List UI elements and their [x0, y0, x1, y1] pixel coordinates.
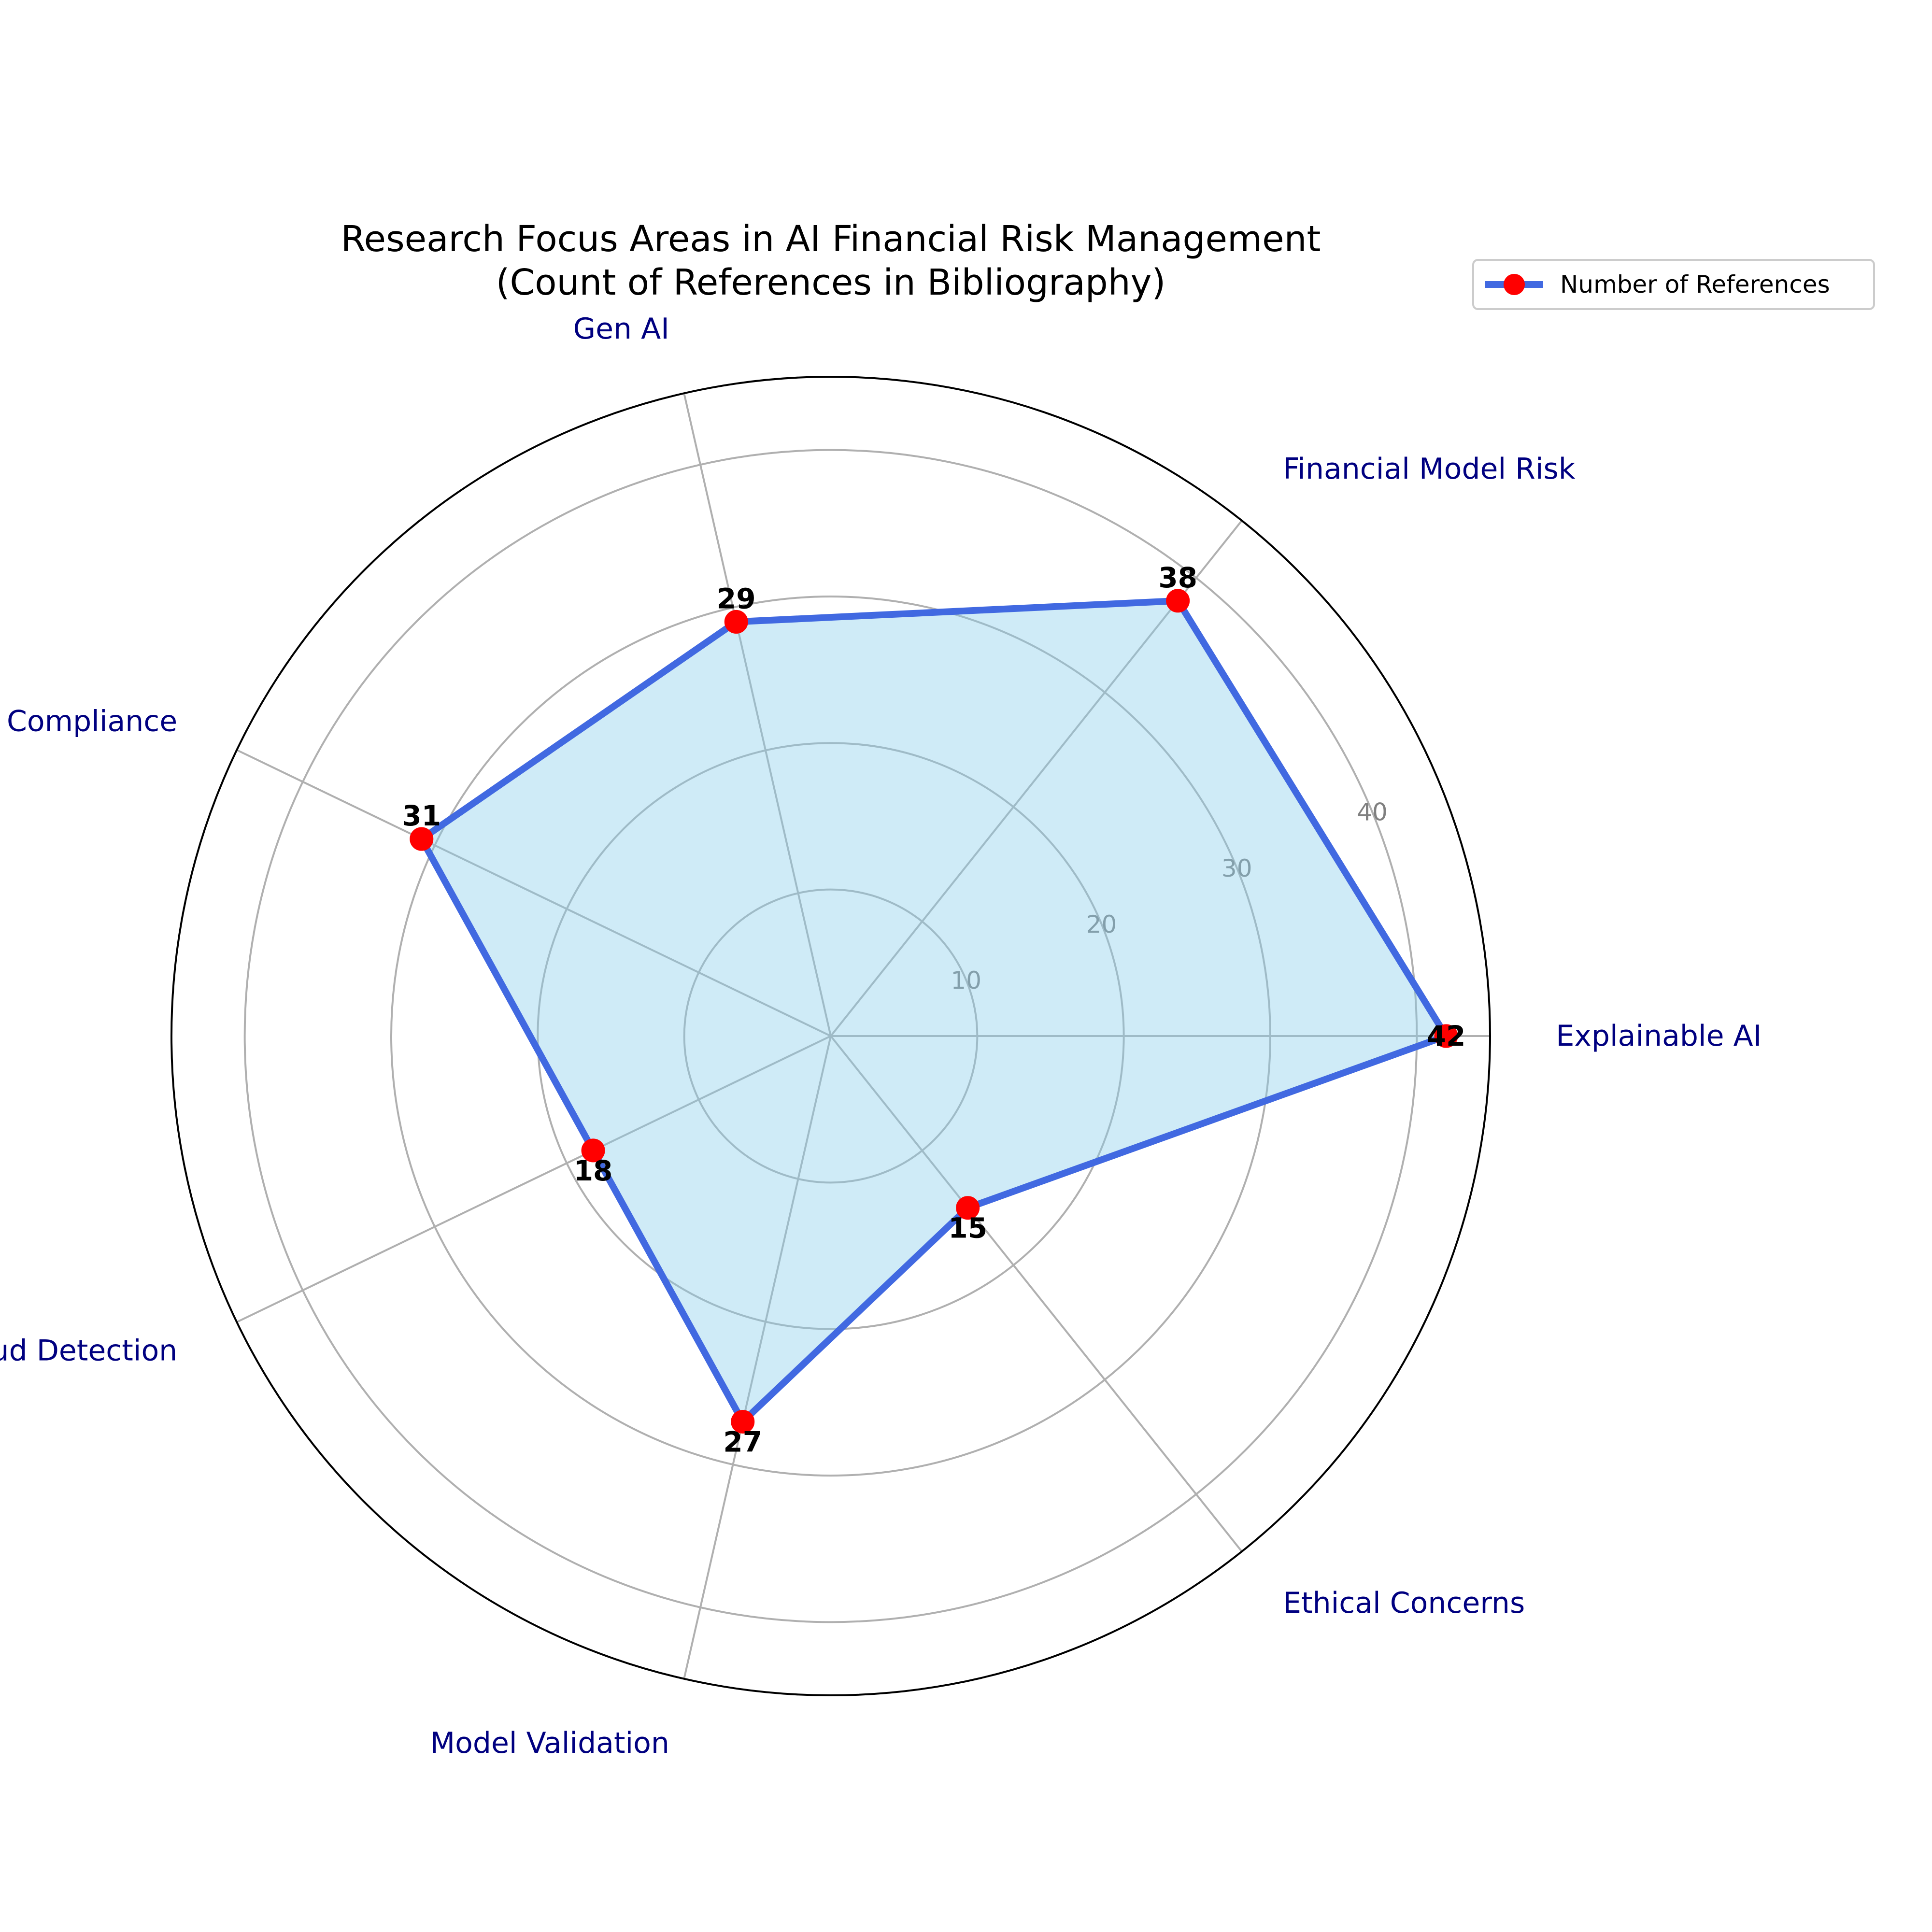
category-label-regulatory-compliance: Regulatory Compliance — [0, 705, 177, 739]
data-point-explainable-ai — [1434, 1024, 1458, 1048]
legend-marker-swatch — [1504, 274, 1525, 295]
data-point-regulatory-compliance — [410, 827, 434, 851]
data-label-regulatory-compliance: 31 — [402, 799, 441, 832]
data-point-model-validation — [731, 1409, 755, 1434]
data-label-gen-ai: 29 — [717, 582, 756, 615]
data-point-ethical-concerns — [956, 1196, 980, 1220]
data-label-model-validation: 27 — [723, 1425, 762, 1458]
data-label-financial-model-risk: 38 — [1158, 561, 1197, 594]
series-area — [421, 600, 1446, 1422]
category-label-explainable-ai: Explainable AI — [1556, 1019, 1762, 1053]
r-tick-label-30: 30 — [1222, 854, 1252, 882]
spoke-ethical-concerns — [830, 1035, 1243, 1552]
spoke-gen-ai — [683, 393, 832, 1037]
spoke-fraud-detection — [236, 1035, 831, 1323]
r-tick-label-10: 10 — [951, 966, 981, 994]
category-label-ethical-concerns: Ethical Concerns — [1283, 1586, 1525, 1620]
r-tick-label-40: 40 — [1357, 798, 1388, 826]
data-point-fraud-detection — [581, 1138, 605, 1163]
spoke-model-validation — [683, 1036, 832, 1679]
category-label-fraud-detection: Fraud Detection — [0, 1334, 177, 1367]
data-label-fraud-detection: 18 — [574, 1154, 613, 1187]
r-tick-label-20: 20 — [1086, 910, 1117, 938]
chart-subtitle: (Count of References in Bibliography) — [496, 262, 1166, 303]
data-label-ethical-concerns: 15 — [948, 1212, 987, 1245]
category-label-financial-model-risk: Financial Model Risk — [1283, 452, 1576, 486]
category-label-gen-ai: Gen AI — [573, 312, 669, 346]
grid-layer: 10 20 30 40 — [170, 376, 1491, 1696]
legend-frame — [1472, 259, 1875, 310]
spoke-regulatory-compliance — [236, 749, 831, 1037]
legend: Number of References — [1472, 259, 1875, 310]
series-line — [418, 597, 1449, 1425]
data-point-financial-model-risk — [1166, 589, 1190, 613]
data-point-gen-ai — [724, 610, 748, 634]
category-label-model-validation: Model Validation — [430, 1726, 669, 1760]
outer-frame — [170, 376, 1491, 1696]
chart-title: Research Focus Areas in AI Financial Ris… — [341, 218, 1321, 260]
series-layer — [410, 589, 1458, 1434]
legend-label: Number of References — [1560, 270, 1830, 298]
data-label-explainable-ai: 42 — [1427, 1020, 1466, 1052]
label-layer: 42 38 29 31 18 27 15 Explainable AI Financial Mo… — [0, 312, 1762, 1760]
